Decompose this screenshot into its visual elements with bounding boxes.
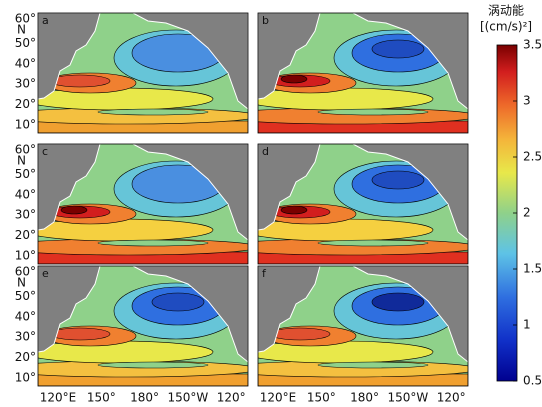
map-panel: [258, 266, 468, 386]
land: [38, 266, 101, 353]
contour-region: [371, 39, 425, 59]
lat-hemisphere: N: [17, 276, 26, 290]
contour-region: [269, 327, 331, 341]
land: [258, 266, 321, 353]
lon-tick-label: 150°: [307, 391, 336, 405]
land: [258, 144, 321, 231]
panel-label: a: [42, 14, 49, 27]
contour-region: [49, 74, 111, 88]
panel-frame: [37, 143, 249, 265]
lon-tick-label: 120°E: [40, 391, 77, 405]
panel-label: c: [42, 145, 48, 158]
lat-tick-label: 40°: [15, 56, 36, 70]
lon-tick-label: 180°: [350, 391, 379, 405]
contour-region: [49, 327, 111, 341]
map-panel: [38, 13, 248, 133]
lon-tick-label: 180°: [130, 391, 159, 405]
contour-region: [97, 361, 209, 369]
map-panel: [38, 266, 248, 386]
colorbar-tick-label: 2: [523, 206, 531, 220]
contour-region: [97, 239, 209, 247]
colorbar-tick-label: 1.5: [523, 262, 542, 276]
land: [258, 13, 321, 100]
colorbar-title: 涡动能: [488, 4, 524, 18]
lat-tick-label: 20°: [15, 228, 36, 242]
lon-tick-label: 150°W: [388, 391, 429, 405]
land: [38, 13, 101, 100]
land: [352, 144, 468, 241]
lat-tick-label: 60°: [15, 12, 36, 26]
lat-tick-label: 10°: [15, 371, 36, 385]
lat-tick-label: 40°: [15, 187, 36, 201]
lat-tick-label: 10°: [15, 249, 36, 263]
lat-tick-label: 30°: [15, 208, 36, 222]
lat-tick-label: 20°: [15, 350, 36, 364]
lon-tick-label: 120°: [437, 391, 466, 405]
lat-tick-label: 50°: [15, 167, 36, 181]
land: [38, 144, 101, 231]
colorbar-tick-label: 3.5: [523, 38, 542, 52]
lat-tick-label: 50°: [15, 36, 36, 50]
panel-frame: [37, 265, 249, 387]
map-panel: [38, 144, 248, 264]
contour-region: [371, 292, 425, 312]
land: [132, 144, 248, 241]
panel-frame: [37, 12, 249, 134]
contour-region: [97, 108, 209, 116]
colorbar-tick-label: 1: [523, 318, 531, 332]
lon-tick-label: 150°: [87, 391, 116, 405]
contour-region: [317, 239, 429, 247]
lon-tick-label: 150°W: [168, 391, 209, 405]
contour-region: [371, 170, 425, 190]
panel-frame: [257, 12, 469, 134]
lat-hemisphere: N: [17, 23, 26, 37]
lat-tick-label: 30°: [15, 77, 36, 91]
lat-tick-label: 30°: [15, 330, 36, 344]
lat-tick-label: 60°: [15, 265, 36, 279]
map-panel: [258, 13, 468, 133]
colorbar-tick-label: 3: [523, 94, 531, 108]
contour-region: [280, 74, 308, 84]
panel-label: f: [262, 267, 267, 280]
lat-tick-label: 10°: [15, 118, 36, 132]
contour-region: [280, 205, 308, 215]
lon-tick-label: 120°: [217, 391, 246, 405]
contour-region: [60, 205, 88, 215]
lat-tick-label: 40°: [15, 309, 36, 323]
lat-tick-label: 50°: [15, 289, 36, 303]
land: [132, 266, 248, 363]
contour-region: [317, 361, 429, 369]
lat-tick-label: 20°: [15, 97, 36, 111]
panel-label: b: [262, 14, 269, 27]
contour-region: [151, 292, 205, 312]
colorbar-tick-label: 2.5: [523, 150, 542, 164]
lat-hemisphere: N: [17, 154, 26, 168]
panel-frame: [257, 143, 469, 265]
colorbar-tick-label: 0.5: [523, 374, 542, 388]
colorbar-unit: [(cm/s)²]: [480, 20, 532, 34]
lat-tick-label: 60°: [15, 143, 36, 157]
land: [352, 266, 468, 363]
panel-label: d: [262, 145, 269, 158]
contour-region: [317, 108, 429, 116]
map-panel: [258, 144, 468, 264]
land: [352, 13, 468, 110]
lon-tick-label: 120°E: [260, 391, 297, 405]
land: [132, 13, 248, 110]
panel-label: e: [42, 267, 49, 280]
panel-frame: [257, 265, 469, 387]
